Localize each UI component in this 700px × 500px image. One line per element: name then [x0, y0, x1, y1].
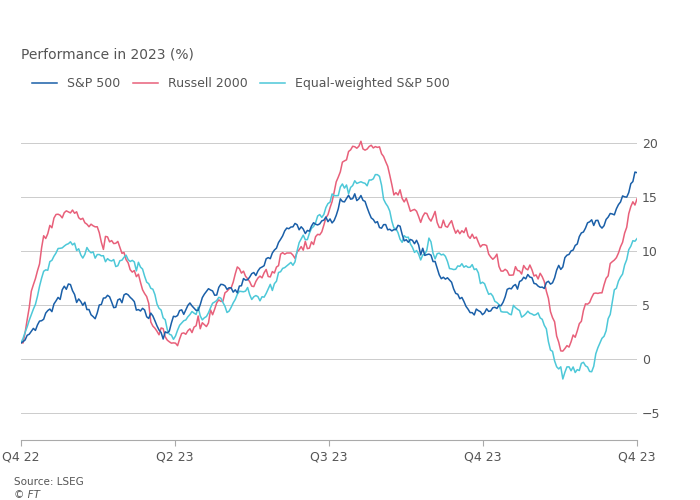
S&P 500 [633, 170, 641, 175]
S&P 500 [536, 284, 545, 290]
Equal-weighted S&P 500 [579, 360, 587, 366]
S&P 500 [394, 222, 402, 228]
Russell 2000 [17, 340, 25, 346]
Russell 2000 [384, 164, 392, 170]
Russell 2000 [538, 274, 547, 280]
Equal-weighted S&P 500 [384, 204, 392, 210]
Text: Performance in 2023 (%): Performance in 2023 (%) [21, 48, 194, 62]
Russell 2000 [396, 187, 405, 193]
S&P 500 [17, 340, 25, 346]
Line: Equal-weighted S&P 500: Equal-weighted S&P 500 [21, 174, 637, 379]
Text: Source: LSEG: Source: LSEG [14, 477, 84, 487]
Russell 2000 [559, 348, 567, 354]
Equal-weighted S&P 500 [559, 376, 567, 382]
Text: © FT: © FT [14, 490, 40, 500]
S&P 500 [631, 169, 639, 175]
Equal-weighted S&P 500 [396, 236, 405, 242]
S&P 500 [382, 222, 390, 228]
Russell 2000 [579, 308, 587, 314]
Equal-weighted S&P 500 [371, 172, 379, 177]
Equal-weighted S&P 500 [386, 208, 394, 214]
Russell 2000 [386, 172, 394, 178]
Legend: S&P 500, Russell 2000, Equal-weighted S&P 500: S&P 500, Russell 2000, Equal-weighted S&… [27, 72, 455, 95]
Line: Russell 2000: Russell 2000 [21, 142, 637, 351]
Equal-weighted S&P 500 [17, 340, 25, 346]
Line: S&P 500: S&P 500 [21, 172, 637, 343]
Russell 2000 [357, 138, 365, 144]
Equal-weighted S&P 500 [538, 316, 547, 322]
Russell 2000 [19, 340, 27, 346]
S&P 500 [575, 234, 584, 239]
S&P 500 [19, 338, 27, 344]
Equal-weighted S&P 500 [633, 236, 641, 242]
Russell 2000 [633, 196, 641, 202]
S&P 500 [384, 227, 392, 233]
Equal-weighted S&P 500 [19, 336, 27, 342]
